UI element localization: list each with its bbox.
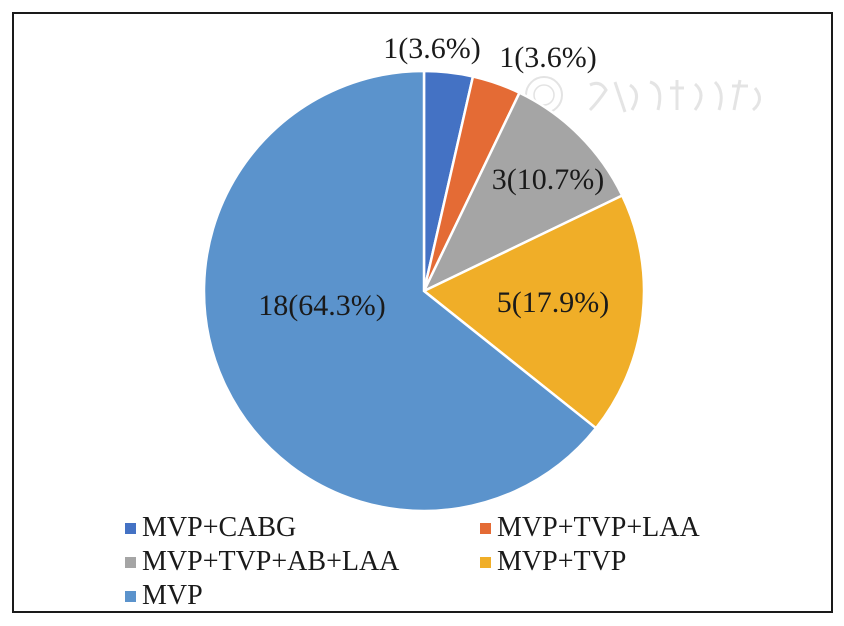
legend-swatch <box>125 556 136 568</box>
legend-swatch <box>480 556 491 568</box>
legend-swatch <box>125 590 136 602</box>
legend-item: MVP <box>125 580 203 612</box>
data-label: 18(64.3%) <box>258 289 385 322</box>
pie-slice-mvp <box>202 69 598 513</box>
legend-item: MVP+TVP+LAA <box>480 512 700 544</box>
legend-label: MVP+TVP <box>497 546 627 577</box>
legend-item: MVP+CABG <box>125 512 296 544</box>
data-label: 1(3.6%) <box>499 41 596 74</box>
legend-label: MVP <box>142 580 203 611</box>
legend-item: MVP+TVP <box>480 546 626 578</box>
pie-slice-mvp-tvp-ab-laa <box>421 91 624 294</box>
data-label: 1(3.6%) <box>383 32 480 65</box>
legend-item: MVP+TVP+AB+LAA <box>125 546 399 578</box>
legend-swatch <box>125 522 136 534</box>
legend-swatch <box>480 522 491 534</box>
legend-label: MVP+CABG <box>142 512 297 543</box>
legend-label: MVP+TVP+LAA <box>497 512 700 543</box>
pie-slice-mvp-tvp <box>421 193 646 430</box>
data-label: 5(17.9%) <box>497 286 609 319</box>
legend-label: MVP+TVP+AB+LAA <box>142 546 400 577</box>
data-label: 3(10.7%) <box>492 163 604 196</box>
